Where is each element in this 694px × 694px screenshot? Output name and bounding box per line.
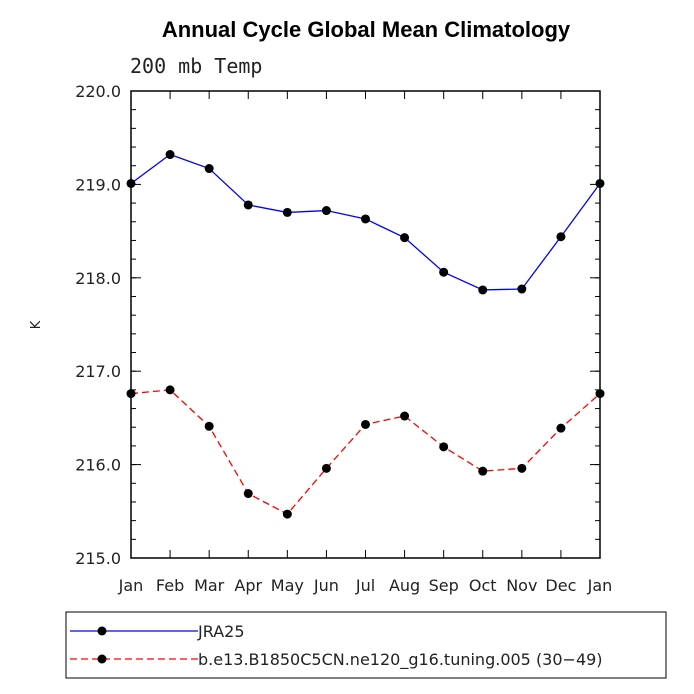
data-point-1-7 — [400, 411, 410, 421]
x-tick-label: Oct — [469, 576, 497, 595]
data-point-0-1 — [165, 150, 175, 160]
x-tick-label: Feb — [156, 576, 184, 595]
series-group — [126, 150, 605, 519]
plot-frame — [130, 90, 601, 559]
x-tick-label: Aug — [389, 576, 420, 595]
data-point-1-9 — [478, 466, 488, 476]
data-point-0-7 — [400, 233, 410, 243]
x-tick-label: Dec — [545, 576, 576, 595]
data-point-1-11 — [556, 423, 566, 433]
data-point-1-2 — [204, 421, 214, 431]
x-tick-label: Jan — [118, 576, 144, 595]
data-point-0-12 — [595, 178, 605, 188]
axes: Jan Feb Mar Apr May Jun Jul Aug Sep Oct Nov Dec Jan 2… — [75, 82, 612, 595]
x-tick-label: Mar — [194, 576, 225, 595]
x-tick-label: Apr — [234, 576, 262, 595]
legend-label-jra25: JRA25 — [197, 622, 245, 641]
legend-label-model: b.e13.B1850C5CN.ne120_g16.tuning.005 (30… — [198, 650, 603, 670]
x-tick-label: Jun — [313, 576, 339, 595]
data-point-0-11 — [556, 232, 566, 242]
legend-marker-model — [97, 654, 107, 664]
x-tick-label: Jul — [355, 576, 375, 595]
data-point-0-8 — [439, 267, 449, 277]
data-point-0-3 — [243, 200, 253, 210]
x-tick-label: Nov — [506, 576, 537, 595]
y-axis-label: K — [29, 320, 44, 329]
y-tick-label: 218.0 — [75, 269, 121, 288]
data-point-0-5 — [321, 206, 331, 216]
y-tick-label: 220.0 — [75, 82, 121, 101]
x-tick-label: Sep — [429, 576, 459, 595]
series-line-1 — [130, 389, 601, 515]
y-tick-label: 217.0 — [75, 362, 121, 381]
data-point-0-10 — [517, 284, 527, 294]
data-point-1-5 — [321, 463, 331, 473]
y-tick-label: 219.0 — [75, 175, 121, 194]
data-point-1-6 — [361, 419, 370, 429]
data-point-1-0 — [126, 389, 136, 399]
data-point-1-4 — [282, 509, 292, 519]
chart-subtitle: 200 mb Temp — [130, 54, 262, 78]
data-point-0-2 — [204, 164, 214, 174]
data-point-0-6 — [361, 214, 370, 224]
data-point-1-12 — [595, 389, 605, 399]
data-point-1-3 — [243, 489, 253, 499]
x-tick-label: Jan — [587, 576, 613, 595]
data-point-1-1 — [165, 385, 175, 395]
legend: JRA25 b.e13.B1850C5CN.ne120_g16.tuning.0… — [65, 611, 667, 679]
data-point-0-9 — [478, 285, 488, 295]
x-tick-label: May — [271, 576, 304, 595]
y-tick-label: 215.0 — [75, 549, 121, 568]
legend-box — [65, 611, 667, 679]
data-point-1-8 — [439, 442, 449, 452]
data-point-1-10 — [517, 463, 527, 473]
y-tick-label: 216.0 — [75, 456, 121, 475]
data-point-0-4 — [282, 207, 292, 217]
legend-marker-jra25 — [97, 626, 107, 636]
chart-title: Annual Cycle Global Mean Climatology — [162, 17, 571, 42]
data-point-0-0 — [126, 178, 136, 188]
